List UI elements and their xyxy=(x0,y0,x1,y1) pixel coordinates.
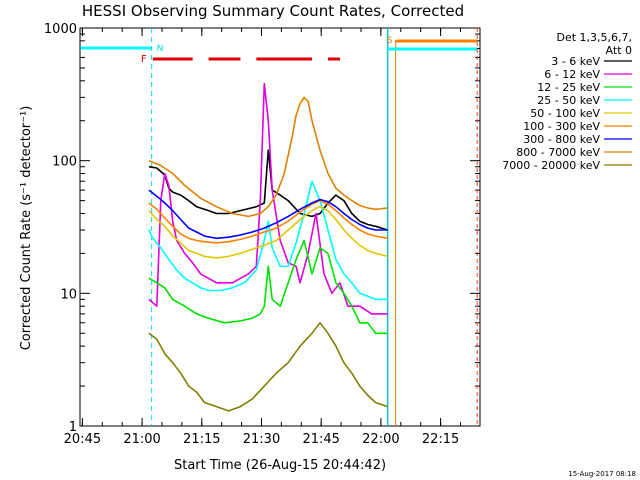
flag-n-label: N xyxy=(157,44,164,54)
plot-frame xyxy=(79,27,481,427)
series-line-100-300-kev xyxy=(148,199,388,244)
y-axis-tick-labels: 1 10 100 1000 xyxy=(44,22,77,435)
x-tick-label: 21:00 xyxy=(123,432,160,447)
legend-label-100-300-kev: 100 - 300 keV xyxy=(523,120,600,133)
x-tick-label: 22:00 xyxy=(362,432,399,447)
x-axis-tick-labels: 20:45 21:00 21:15 21:30 21:45 22:00 22:15 xyxy=(64,432,460,447)
flag-f-label: F xyxy=(141,54,147,65)
legend-label-800-7000-kev: 800 - 7000 keV xyxy=(516,146,600,159)
y-axis-label: Corrected Count Rate (s⁻¹ detector⁻¹) xyxy=(19,106,34,351)
legend-header-line-2: Att 0 xyxy=(606,44,632,57)
x-tick-label: 21:30 xyxy=(243,432,280,447)
series-line-3-6-kev xyxy=(148,149,388,231)
series-line-50-100-kev xyxy=(148,205,388,259)
x-tick-label: 22:15 xyxy=(422,432,459,447)
legend-label-3-6-kev: 3 - 6 keV xyxy=(551,55,600,68)
x-tick-label: 21:15 xyxy=(183,432,220,447)
legend-label-300-800-kev: 300 - 800 keV xyxy=(523,133,600,146)
legend-label-6-12-kev: 6 - 12 keV xyxy=(544,68,600,81)
legend-label-25-50-kev: 25 - 50 keV xyxy=(537,94,600,107)
legend-label-7000-20000-kev: 7000 - 20000 keV xyxy=(502,159,600,172)
footer-timestamp: 15-Aug-2017 08:18 xyxy=(568,470,636,478)
legend-header-line-1: Det 1,3,5,6,7, xyxy=(556,31,632,44)
x-tick-label: 21:45 xyxy=(302,432,339,447)
y-tick-label: 10 xyxy=(60,287,77,302)
y-tick-label: 1 xyxy=(69,420,77,435)
series-layer xyxy=(148,82,388,412)
legend-label-50-100-kev: 50 - 100 keV xyxy=(530,107,600,120)
legend-label-12-25-kev: 12 - 25 keV xyxy=(537,81,600,94)
chart-title: HESSI Observing Summary Count Rates, Cor… xyxy=(82,2,464,20)
series-line-12-25-kev xyxy=(148,239,388,335)
y-tick-label: 1000 xyxy=(44,22,77,37)
x-tick-label: 20:45 xyxy=(64,432,101,447)
y-tick-label: 100 xyxy=(52,155,77,170)
series-line-800-7000-kev xyxy=(148,96,388,218)
observing-flags: NF S xyxy=(80,28,478,426)
series-line-300-800-kev xyxy=(148,189,388,240)
series-line-25-50-kev xyxy=(148,180,388,301)
axis-ticks xyxy=(80,27,480,427)
series-line-7000-20000-kev xyxy=(148,321,388,412)
x-axis-label: Start Time (26-Aug-15 20:44:42) xyxy=(174,458,386,473)
series-line-6-12-kev xyxy=(148,82,388,315)
flag-s-label: S xyxy=(387,36,393,46)
